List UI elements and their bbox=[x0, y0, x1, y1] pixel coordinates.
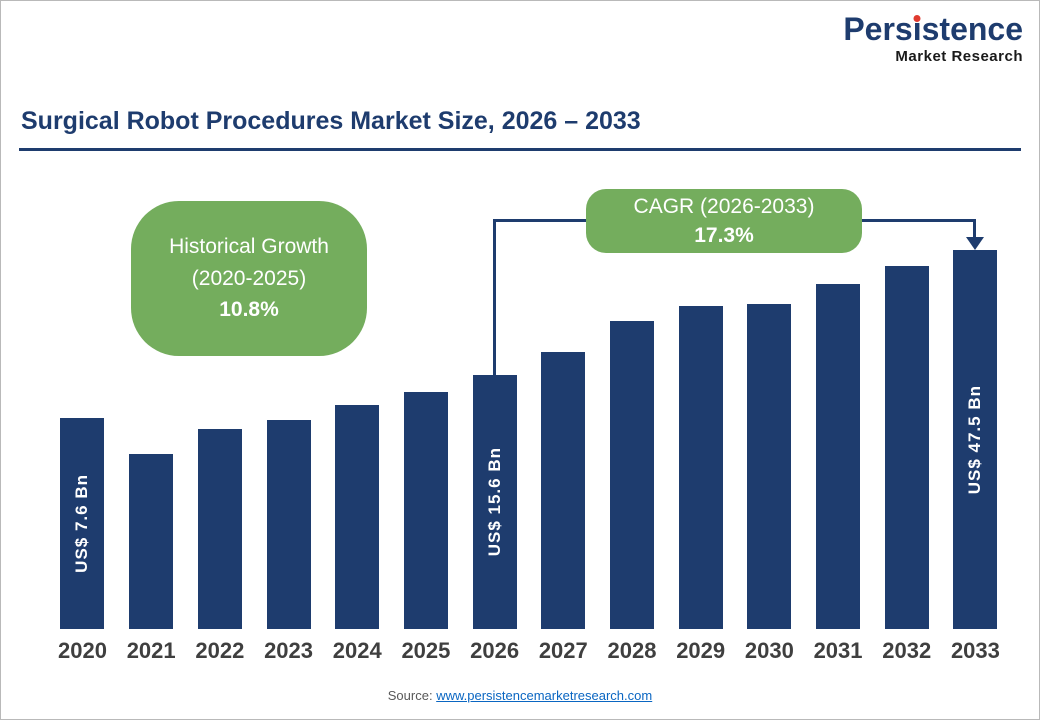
x-axis-label-2023: 2023 bbox=[264, 638, 314, 663]
logo-text-post: stence bbox=[921, 11, 1023, 47]
bars-row: US$ 7.6 Bn 2020 2021 2022 2023 2024 2025 US$ 15… bbox=[58, 169, 1000, 665]
x-axis-label-2025: 2025 bbox=[401, 638, 451, 663]
cagr-value: 17.3% bbox=[694, 224, 754, 247]
logo-dotless-i: ı bbox=[912, 11, 922, 47]
bar-column-2031: 2031 bbox=[814, 284, 863, 665]
bracket-vertical-line-2033 bbox=[973, 219, 976, 238]
x-axis-label-2024: 2024 bbox=[332, 638, 382, 663]
x-axis-label-2021: 2021 bbox=[126, 638, 176, 663]
bar-2027 bbox=[541, 352, 586, 629]
x-axis-label-2022: 2022 bbox=[195, 638, 245, 663]
bar-column-2027: 2027 bbox=[539, 352, 588, 665]
arrow-down-icon bbox=[966, 237, 984, 250]
bar-value-text-2026: US$ 15.6 Bn bbox=[484, 447, 504, 557]
source-link[interactable]: www.persistencemarketresearch.com bbox=[436, 688, 653, 703]
bar-column-2028: 2028 bbox=[607, 321, 657, 665]
bar-column-2024: 2024 bbox=[333, 405, 382, 665]
bar-value-label-2026: US$ 15.6 Bn bbox=[473, 375, 517, 629]
historical-growth-period: (2020-2025) bbox=[191, 266, 307, 290]
bar-column-2032: 2032 bbox=[882, 266, 931, 665]
historical-growth-value: 10.8% bbox=[219, 298, 279, 322]
bar-2023 bbox=[266, 420, 311, 629]
bar-value-text-2033: US$ 47.5 Bn bbox=[965, 384, 985, 495]
bar-column-2023: 2023 bbox=[264, 420, 313, 665]
x-axis-label-2027: 2027 bbox=[538, 638, 588, 663]
bar-2028 bbox=[609, 321, 654, 629]
logo-red-dot-icon bbox=[913, 15, 921, 22]
bar-column-2026: US$ 15.6 Bn 2026 bbox=[470, 375, 519, 665]
historical-growth-callout: Historical Growth (2020-2025) 10.8% bbox=[131, 201, 367, 356]
cagr-callout: CAGR (2026-2033) 17.3% bbox=[586, 189, 862, 253]
bar-column-2025: 2025 bbox=[401, 392, 450, 665]
x-axis-label-2026: 2026 bbox=[470, 638, 520, 663]
x-axis-label-2031: 2031 bbox=[813, 638, 863, 663]
bar-value-label-2033: US$ 47.5 Bn bbox=[953, 250, 997, 629]
logo-subtitle: Market Research bbox=[895, 47, 1023, 65]
bar-2025 bbox=[403, 392, 448, 629]
bar-2033: US$ 47.5 Bn bbox=[953, 250, 998, 629]
bar-2022 bbox=[197, 429, 242, 629]
x-axis-label-2033: 2033 bbox=[950, 638, 1000, 663]
x-axis-label-2020: 2020 bbox=[58, 638, 107, 663]
bar-value-text-2020: US$ 7.6 Bn bbox=[72, 474, 92, 573]
bar-2031 bbox=[816, 284, 861, 629]
chart-area: US$ 7.6 Bn 2020 2021 2022 2023 2024 2025 US$ 15… bbox=[58, 169, 1000, 669]
bracket-horizontal-line-right bbox=[860, 219, 974, 222]
logo: Persı stence Market Research bbox=[843, 11, 1023, 65]
x-axis-label-2029: 2029 bbox=[676, 638, 726, 663]
cagr-label: CAGR (2026-2033) bbox=[633, 194, 815, 218]
bar-2026: US$ 15.6 Bn bbox=[472, 375, 517, 629]
source-line: Source: www.persistencemarketresearch.co… bbox=[1, 688, 1039, 703]
title-underline bbox=[19, 148, 1021, 151]
bar-2024 bbox=[335, 405, 380, 629]
bar-column-2029: 2029 bbox=[676, 306, 725, 665]
bar-column-2021: 2021 bbox=[127, 454, 176, 665]
bar-2021 bbox=[129, 454, 174, 629]
bar-column-2020: US$ 7.6 Bn 2020 bbox=[58, 418, 107, 665]
bar-2030 bbox=[747, 304, 792, 629]
bracket-horizontal-line-left bbox=[493, 219, 588, 222]
bar-2032 bbox=[884, 266, 929, 629]
bar-column-2022: 2022 bbox=[195, 429, 244, 665]
x-axis-label-2030: 2030 bbox=[744, 638, 794, 663]
logo-letter-i: ı bbox=[912, 11, 922, 47]
source-prefix: Source: bbox=[387, 688, 437, 703]
x-axis-label-2032: 2032 bbox=[882, 638, 932, 663]
bar-value-label-2020: US$ 7.6 Bn bbox=[60, 418, 104, 629]
logo-text-pre: Pers bbox=[843, 11, 913, 47]
chart-title: Surgical Robot Procedures Market Size, 2… bbox=[21, 107, 641, 135]
bar-2020: US$ 7.6 Bn bbox=[60, 418, 105, 629]
bar-column-2033: US$ 47.5 Bn 2033 bbox=[951, 250, 1000, 665]
logo-wordmark: Persı stence bbox=[843, 11, 1023, 47]
x-axis-label-2028: 2028 bbox=[607, 638, 657, 663]
bracket-vertical-line-2026 bbox=[493, 219, 496, 375]
bar-2029 bbox=[678, 306, 723, 629]
historical-growth-label: Historical Growth bbox=[169, 235, 329, 259]
bar-column-2030: 2030 bbox=[745, 304, 794, 665]
